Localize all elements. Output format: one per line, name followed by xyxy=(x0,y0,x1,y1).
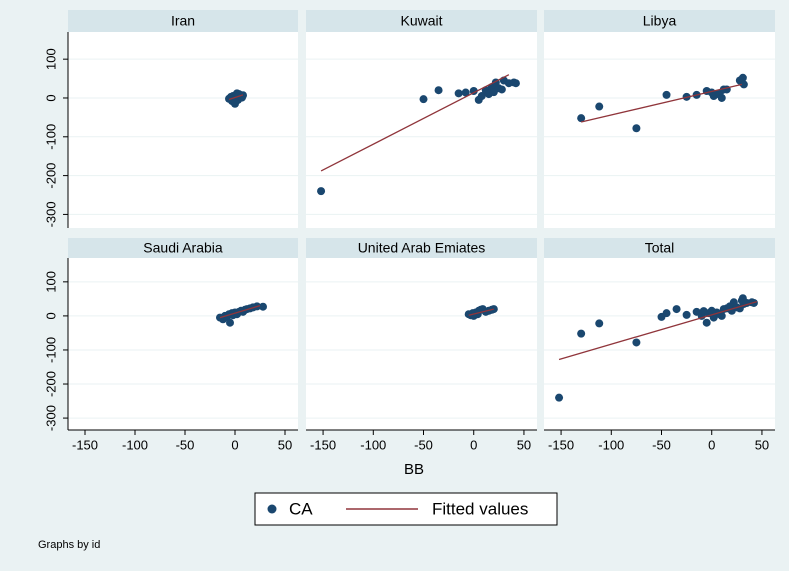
panel-title: Saudi Arabia xyxy=(143,240,223,256)
point xyxy=(497,85,506,94)
point xyxy=(632,338,641,347)
fitted-line xyxy=(558,300,758,361)
point xyxy=(317,187,326,196)
panel-header xyxy=(544,238,775,258)
point xyxy=(469,86,478,95)
plot-area xyxy=(544,32,775,228)
y-tick-label: 0 xyxy=(43,94,58,101)
x-tick-label: 50 xyxy=(517,437,531,452)
point xyxy=(595,102,604,111)
x-tick-label: 50 xyxy=(278,437,292,452)
x-tick-label: -50 xyxy=(414,437,433,452)
plot-area xyxy=(306,258,537,430)
point xyxy=(477,92,486,101)
x-tick-label: -150 xyxy=(72,437,98,452)
legend-label: Fitted values xyxy=(432,499,528,518)
x-tick-label: -150 xyxy=(548,437,574,452)
x-tick-label: 0 xyxy=(708,437,715,452)
panel-header xyxy=(544,10,775,32)
fitted-line xyxy=(581,83,743,123)
panel-title: United Arab Emiates xyxy=(358,240,486,256)
x-tick-label: -150 xyxy=(310,437,336,452)
point xyxy=(233,89,241,98)
x-tick-label: -100 xyxy=(122,437,148,452)
fitted-line xyxy=(219,305,261,319)
point xyxy=(662,90,671,99)
point xyxy=(682,310,691,319)
panel-header xyxy=(68,10,298,32)
panel-header xyxy=(306,238,537,258)
panel-title: Iran xyxy=(171,13,195,29)
fitted-line xyxy=(468,308,494,316)
legend-marker xyxy=(267,504,277,514)
point xyxy=(717,93,726,102)
point xyxy=(434,86,443,95)
y-tick-label: -200 xyxy=(43,371,58,397)
point xyxy=(226,318,234,327)
panel-title: Total xyxy=(645,240,675,256)
plot-area xyxy=(68,258,298,430)
y-tick-label: -300 xyxy=(43,405,58,431)
x-axis-title: BB xyxy=(404,461,424,478)
panel-title: Kuwait xyxy=(400,13,442,29)
fitted-line xyxy=(320,74,510,172)
y-tick-label: -100 xyxy=(43,124,58,150)
x-tick-label: -100 xyxy=(360,437,386,452)
legend-label: CA xyxy=(289,499,313,518)
y-tick-label: 0 xyxy=(43,312,58,319)
point xyxy=(577,114,586,123)
point xyxy=(738,73,747,82)
point xyxy=(662,309,671,318)
x-tick-label: 50 xyxy=(755,437,769,452)
point xyxy=(454,89,463,98)
plot-area xyxy=(544,258,775,430)
y-tick-label: -100 xyxy=(43,337,58,363)
point xyxy=(717,311,726,320)
point xyxy=(739,80,748,89)
point xyxy=(595,319,604,328)
point xyxy=(259,302,267,311)
point xyxy=(702,318,711,327)
fitted-line xyxy=(228,94,244,101)
plot-area xyxy=(306,32,537,228)
x-tick-label: 0 xyxy=(470,437,477,452)
y-tick-label: -300 xyxy=(43,201,58,227)
point xyxy=(555,393,564,402)
point xyxy=(632,124,641,133)
x-tick-label: -50 xyxy=(652,437,671,452)
panel-header xyxy=(306,10,537,32)
point xyxy=(577,329,586,338)
point xyxy=(461,88,470,97)
point xyxy=(672,305,681,314)
panel-title: Libya xyxy=(643,13,677,29)
point xyxy=(419,95,428,104)
y-tick-label: 100 xyxy=(43,48,58,70)
point xyxy=(511,79,520,88)
plot-area xyxy=(68,32,298,228)
y-tick-label: 100 xyxy=(43,271,58,293)
panel-header xyxy=(68,238,298,258)
x-tick-label: -100 xyxy=(598,437,624,452)
x-tick-label: -50 xyxy=(176,437,195,452)
note: Graphs by id xyxy=(38,539,100,551)
point xyxy=(231,97,239,106)
y-tick-label: -200 xyxy=(43,163,58,189)
x-tick-label: 0 xyxy=(231,437,238,452)
